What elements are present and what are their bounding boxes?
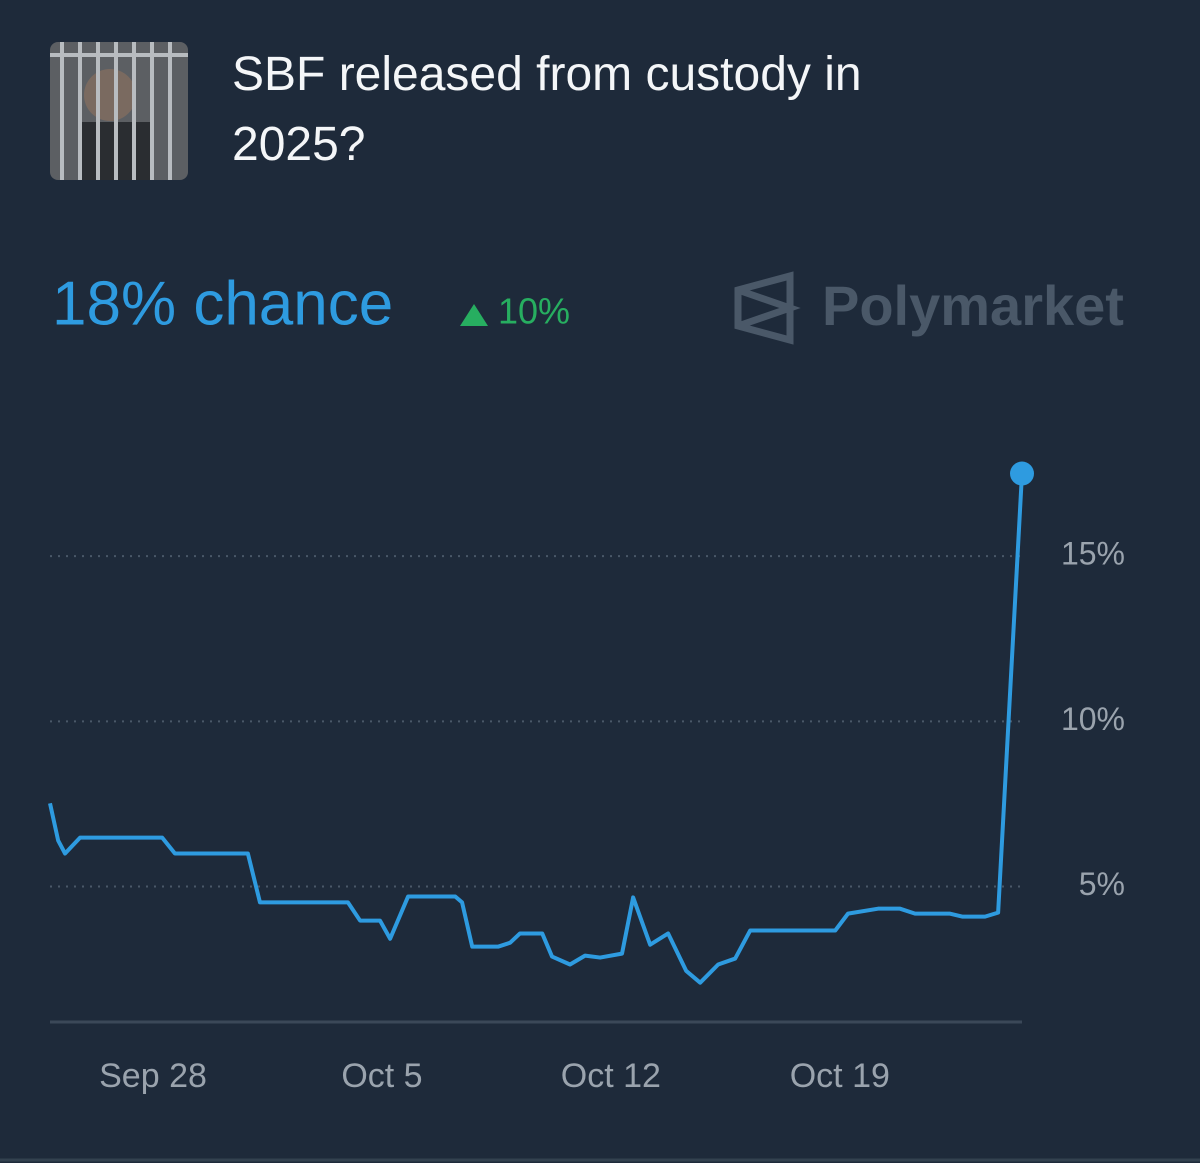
x-tick-label: Oct 19	[790, 1057, 890, 1095]
x-tick-label: Oct 5	[341, 1057, 422, 1095]
x-tick-label: Oct 12	[561, 1057, 661, 1095]
change: 10%	[498, 291, 570, 332]
current-probability: 18% chance	[52, 269, 393, 338]
y-tick-label: 10%	[1061, 701, 1125, 737]
up-arrow	[460, 304, 488, 326]
y-tick-label: 15%	[1061, 536, 1125, 572]
title: SBF released from custody in 2025?	[232, 48, 862, 171]
end-point	[1010, 461, 1034, 486]
thumbnail	[50, 42, 188, 180]
brand-logo	[734, 271, 801, 345]
brand-name: Polymarket	[822, 274, 1124, 337]
x-tick-label: Sep 28	[99, 1057, 207, 1095]
y-tick-label: 5%	[1079, 866, 1125, 902]
line	[48, 473, 1024, 985]
